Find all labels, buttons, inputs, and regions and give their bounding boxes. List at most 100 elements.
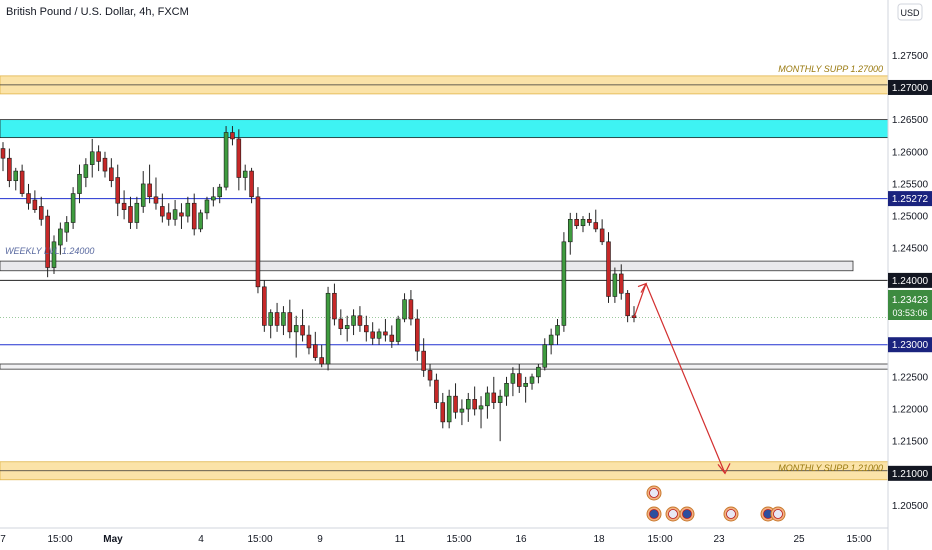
- candle-body[interactable]: [561, 241, 567, 326]
- candle[interactable]: [574, 212, 579, 229]
- economic-event-icon[interactable]: [646, 506, 662, 522]
- candle-body[interactable]: [395, 318, 401, 342]
- candle[interactable]: [211, 187, 216, 207]
- candle-body[interactable]: [19, 170, 25, 194]
- candle-body[interactable]: [453, 395, 458, 413]
- candle[interactable]: [89, 138, 95, 178]
- candle-body[interactable]: [421, 350, 426, 371]
- candle-body[interactable]: [383, 331, 388, 336]
- candle-body[interactable]: [567, 219, 573, 243]
- candle-body[interactable]: [223, 132, 229, 188]
- candle-body[interactable]: [536, 366, 541, 378]
- candle-body[interactable]: [402, 299, 407, 320]
- candle-body[interactable]: [542, 344, 548, 368]
- candle[interactable]: [249, 167, 254, 204]
- candle-body[interactable]: [140, 183, 146, 207]
- candle-body[interactable]: [618, 273, 624, 294]
- candle-body[interactable]: [485, 392, 490, 407]
- candle[interactable]: [567, 212, 573, 255]
- candle-body[interactable]: [160, 206, 165, 217]
- candle[interactable]: [357, 306, 363, 332]
- candle-body[interactable]: [319, 357, 324, 365]
- candle-body[interactable]: [128, 206, 133, 223]
- candle[interactable]: [204, 196, 210, 220]
- candle[interactable]: [580, 216, 586, 233]
- candle-body[interactable]: [179, 212, 184, 217]
- candle-body[interactable]: [26, 193, 31, 204]
- candle-body[interactable]: [325, 292, 331, 365]
- candle-body[interactable]: [230, 132, 235, 140]
- candle[interactable]: [153, 177, 159, 210]
- candle-body[interactable]: [612, 273, 618, 297]
- candle-body[interactable]: [357, 315, 363, 326]
- candle-body[interactable]: [338, 318, 344, 329]
- candle-body[interactable]: [255, 196, 261, 288]
- candle-body[interactable]: [185, 202, 191, 217]
- candle[interactable]: [128, 196, 133, 229]
- candle[interactable]: [338, 309, 344, 336]
- projection-leg-down[interactable]: [645, 283, 726, 474]
- candle-body[interactable]: [274, 312, 280, 326]
- projection-layer[interactable]: [633, 282, 731, 475]
- candle[interactable]: [434, 373, 439, 410]
- candle[interactable]: [446, 389, 452, 429]
- candle[interactable]: [96, 145, 101, 172]
- candle-body[interactable]: [32, 199, 38, 210]
- candle[interactable]: [45, 209, 50, 278]
- candle-body[interactable]: [96, 151, 101, 162]
- candle-body[interactable]: [587, 219, 592, 223]
- economic-event-icon[interactable]: [723, 506, 739, 522]
- candle[interactable]: [19, 164, 25, 197]
- candle-body[interactable]: [599, 228, 605, 243]
- candle[interactable]: [523, 376, 528, 403]
- candle[interactable]: [102, 151, 108, 178]
- candle-body[interactable]: [504, 382, 509, 397]
- candle-body[interactable]: [64, 222, 70, 233]
- candle[interactable]: [268, 309, 273, 339]
- candle-body[interactable]: [344, 325, 350, 329]
- candle-body[interactable]: [38, 206, 44, 220]
- candle[interactable]: [255, 187, 261, 294]
- candle-body[interactable]: [109, 167, 114, 182]
- candle-body[interactable]: [472, 399, 477, 410]
- candle-body[interactable]: [548, 334, 554, 346]
- candle[interactable]: [172, 200, 178, 226]
- economic-event-icon[interactable]: [646, 485, 662, 501]
- economic-events[interactable]: [646, 485, 786, 522]
- candle[interactable]: [83, 158, 89, 188]
- candle[interactable]: [306, 325, 312, 355]
- candle-body[interactable]: [102, 157, 108, 172]
- candle[interactable]: [325, 286, 331, 371]
- candle-body[interactable]: [236, 138, 242, 178]
- candle-body[interactable]: [70, 193, 76, 223]
- candle-body[interactable]: [217, 186, 222, 198]
- candle-body[interactable]: [204, 199, 210, 214]
- candle-body[interactable]: [510, 373, 516, 384]
- candle[interactable]: [121, 190, 127, 220]
- candle-body[interactable]: [332, 292, 337, 320]
- candle[interactable]: [421, 338, 426, 377]
- candle[interactable]: [472, 386, 477, 416]
- candle-body[interactable]: [83, 164, 89, 178]
- candle-body[interactable]: [529, 376, 535, 384]
- candle-body[interactable]: [287, 312, 293, 333]
- candle[interactable]: [485, 386, 490, 419]
- candle[interactable]: [542, 338, 548, 371]
- candle-body[interactable]: [580, 219, 586, 227]
- candle-body[interactable]: [166, 212, 171, 220]
- candle-body[interactable]: [606, 241, 611, 297]
- candle-body[interactable]: [13, 170, 19, 182]
- candle[interactable]: [402, 293, 407, 323]
- candle-body[interactable]: [211, 196, 216, 201]
- candle[interactable]: [606, 232, 611, 303]
- candle-body[interactable]: [408, 299, 414, 320]
- candle-body[interactable]: [523, 382, 528, 387]
- candle-body[interactable]: [293, 325, 299, 333]
- candle-body[interactable]: [58, 228, 63, 246]
- candle[interactable]: [618, 264, 624, 300]
- candle-body[interactable]: [134, 202, 140, 223]
- candle-body[interactable]: [555, 325, 560, 336]
- candle-body[interactable]: [459, 408, 465, 413]
- candle-body[interactable]: [516, 373, 522, 387]
